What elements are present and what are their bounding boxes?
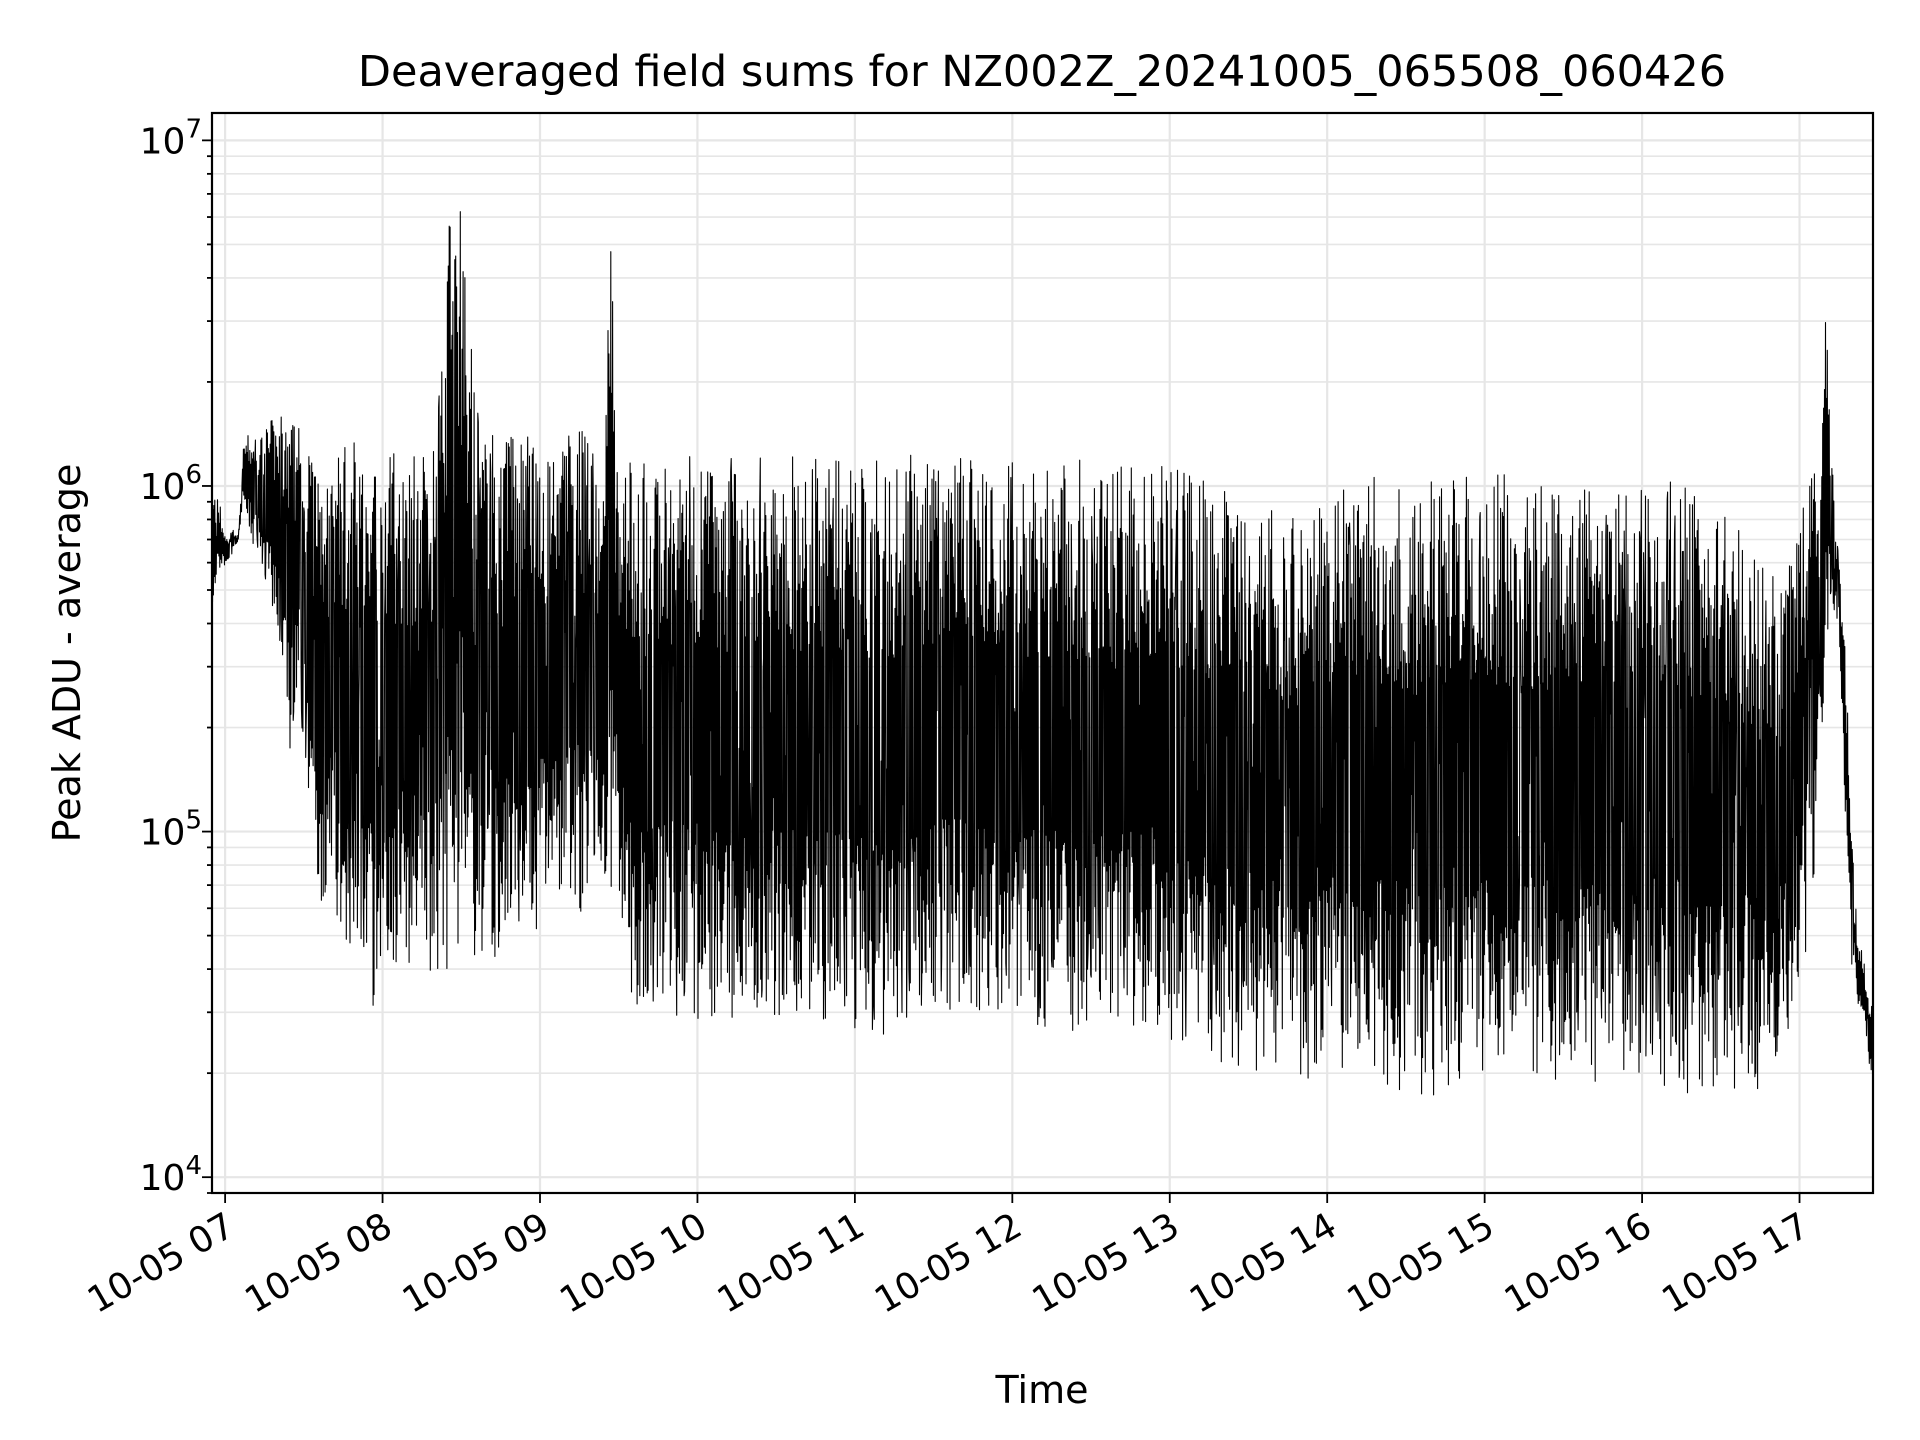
series-line (211, 211, 1874, 1096)
plot-frame (210, 111, 1875, 1195)
chart-title: Deaveraged field sums for NZ002Z_2024100… (358, 47, 1726, 97)
y-tick-label: 106 (140, 460, 202, 508)
x-axis-label: Time (995, 1368, 1089, 1412)
y-tick-label: 107 (140, 114, 202, 162)
y-tick-label: 105 (140, 806, 202, 854)
y-tick-label: 104 (140, 1151, 202, 1199)
data-line (211, 211, 1874, 1096)
y-axis-label: Peak ADU - average (45, 464, 89, 843)
